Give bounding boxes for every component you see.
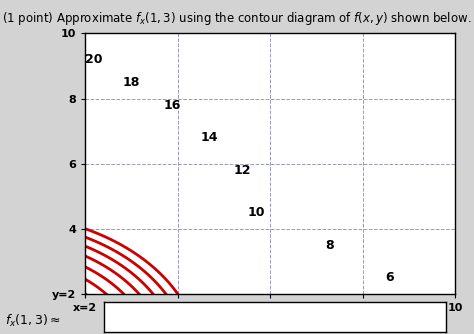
Text: 14: 14 [201,131,219,144]
Text: 18: 18 [122,76,140,89]
Text: 8: 8 [326,238,334,252]
Text: 16: 16 [164,99,181,112]
Text: 10: 10 [247,206,264,219]
Text: $f_x(1, 3) \approx$: $f_x(1, 3) \approx$ [5,313,60,329]
Text: 6: 6 [386,271,394,284]
Text: (1 point) Approximate $f_x(1, 3)$ using the contour diagram of $f(x, y)$ shown b: (1 point) Approximate $f_x(1, 3)$ using … [2,10,472,27]
Text: 20: 20 [85,53,103,66]
Text: 12: 12 [233,164,251,177]
